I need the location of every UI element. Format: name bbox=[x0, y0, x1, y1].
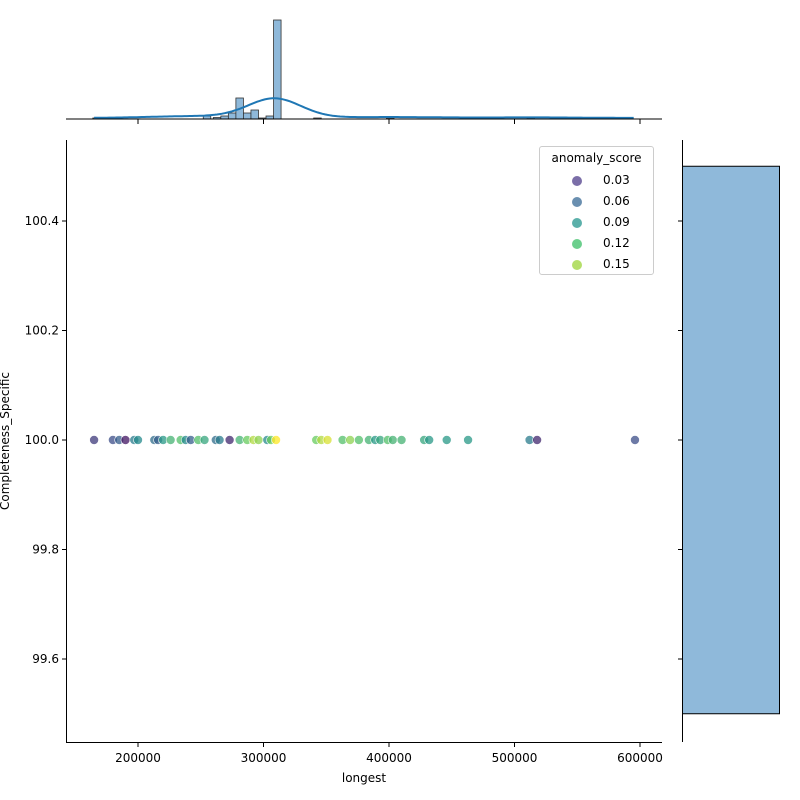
scatter-point bbox=[630, 435, 640, 445]
scatter-point bbox=[441, 435, 452, 445]
y-tick-label: 99.8 bbox=[32, 543, 59, 557]
scatter-point bbox=[271, 435, 281, 445]
marginal-x-ticks bbox=[137, 119, 641, 124]
scatter-point bbox=[214, 435, 225, 445]
legend-item: 0.12 bbox=[540, 235, 653, 253]
scatter-point bbox=[199, 435, 210, 445]
legend-title: anomaly_score bbox=[551, 151, 642, 165]
scatter-point bbox=[396, 435, 407, 445]
scatter-point bbox=[463, 435, 473, 445]
scatter-point bbox=[165, 435, 176, 445]
y-tick-label: 99.6 bbox=[32, 652, 59, 666]
legend-label: 0.03 bbox=[603, 173, 630, 187]
scatter-point bbox=[253, 435, 264, 445]
marginal-x-histogram bbox=[92, 19, 634, 120]
scatter-point bbox=[387, 435, 398, 445]
legend-label: 0.09 bbox=[603, 215, 630, 229]
scatter-point bbox=[354, 435, 364, 445]
legend-item: 0.09 bbox=[540, 214, 653, 232]
legend-marker-icon bbox=[572, 197, 582, 207]
scatter-point bbox=[322, 435, 333, 445]
y-tick-label: 100.4 bbox=[25, 214, 59, 228]
legend-marker-icon bbox=[572, 260, 582, 270]
scatter-point bbox=[532, 435, 542, 445]
histogram-bar bbox=[243, 112, 252, 120]
y-tick-label: 100.2 bbox=[25, 324, 59, 338]
legend-label: 0.06 bbox=[603, 194, 630, 208]
legend-item: 0.15 bbox=[540, 256, 653, 274]
scatter-points bbox=[89, 435, 640, 445]
scatter-point bbox=[133, 435, 143, 445]
histogram-bar bbox=[682, 165, 780, 715]
x-axis-label: longest bbox=[342, 771, 387, 785]
x-tick-label: 200000 bbox=[115, 751, 161, 765]
histogram-bar bbox=[273, 19, 282, 120]
x-axis-ticks: 200000 300000 400000 500000 600000 bbox=[115, 742, 663, 765]
x-tick-label: 500000 bbox=[492, 751, 538, 765]
y-axis-ticks: 99.6 99.8 100.0 100.2 100.4 bbox=[25, 214, 67, 666]
marginal-y-ticks bbox=[678, 220, 683, 660]
legend-item: 0.06 bbox=[540, 193, 653, 211]
kde-curve bbox=[94, 97, 634, 119]
x-tick-label: 300000 bbox=[241, 751, 287, 765]
legend-label: 0.15 bbox=[603, 257, 630, 271]
scatter-point bbox=[345, 435, 355, 445]
x-tick-label: 400000 bbox=[366, 751, 412, 765]
legend-marker-icon bbox=[572, 239, 582, 249]
scatter-point bbox=[424, 435, 434, 445]
x-tick-label: 600000 bbox=[617, 751, 663, 765]
scatter-point bbox=[120, 435, 131, 445]
legend-marker-icon bbox=[572, 218, 582, 228]
legend-label: 0.12 bbox=[603, 236, 630, 250]
scatter-point bbox=[224, 435, 235, 445]
y-axis-label: Completeness_Specific bbox=[0, 372, 12, 510]
scatter-point bbox=[89, 435, 99, 445]
marginal-y-histogram bbox=[682, 165, 780, 715]
legend: anomaly_score 0.03 0.06 0.09 0.12 0.15 bbox=[539, 146, 654, 275]
histogram-bar bbox=[250, 109, 259, 120]
histogram-bar bbox=[227, 112, 237, 120]
legend-item: 0.03 bbox=[540, 172, 653, 190]
y-tick-label: 100.0 bbox=[25, 433, 59, 447]
legend-marker-icon bbox=[572, 176, 582, 186]
